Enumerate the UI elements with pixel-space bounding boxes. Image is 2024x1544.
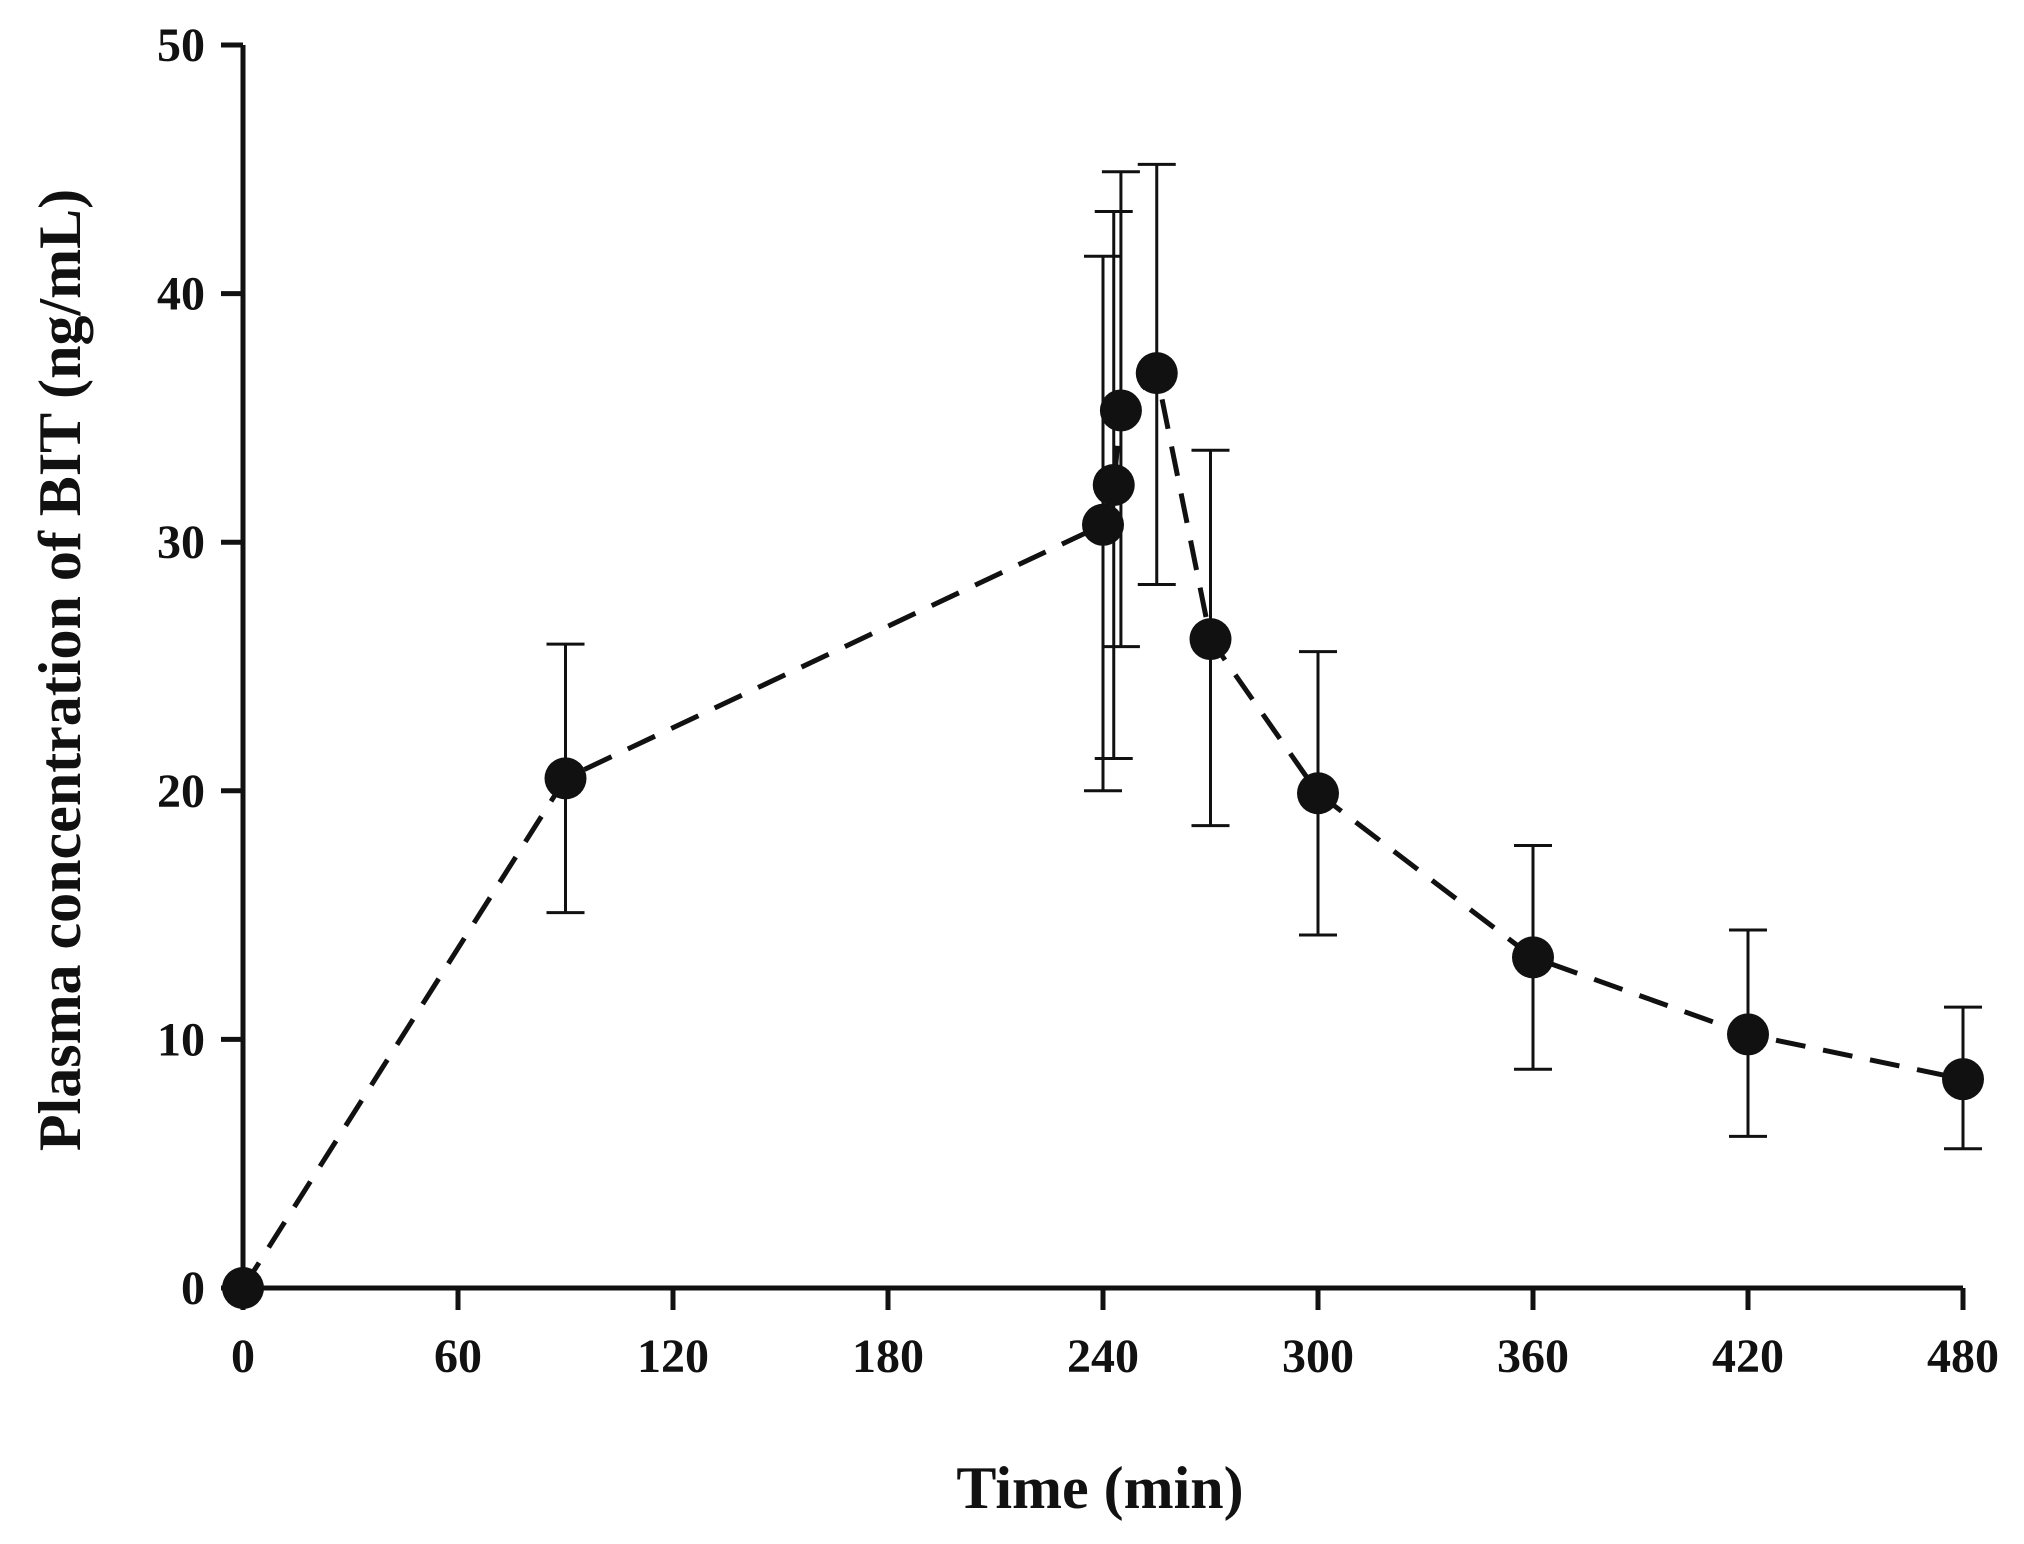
y-tick-label: 0 <box>181 1262 205 1315</box>
x-tick-label: 180 <box>852 1330 924 1383</box>
data-point <box>1092 464 1135 507</box>
ticks <box>221 42 1966 1310</box>
y-tick-label: 40 <box>157 268 205 321</box>
data-point <box>1942 1058 1984 1101</box>
y-tick-label: 30 <box>157 516 205 569</box>
y-axis-title: Plasma concentration of BIT (ng/mL) <box>27 189 93 1151</box>
data-point <box>1727 1013 1769 1056</box>
x-axis-title: Time (min) <box>956 1455 1243 1521</box>
data-point <box>1297 772 1339 815</box>
y-tick-label: 10 <box>157 1013 205 1066</box>
y-tick-label: 50 <box>157 19 205 72</box>
data-point <box>1189 618 1232 661</box>
error-bars <box>546 162 1982 1151</box>
data-point <box>1135 352 1178 395</box>
x-tick-label: 240 <box>1067 1330 1139 1383</box>
x-tick-label: 300 <box>1282 1330 1354 1383</box>
x-tick-label: 420 <box>1712 1330 1784 1383</box>
data-point <box>1512 936 1554 979</box>
data-point <box>1082 503 1124 546</box>
tick-labels: 0 10 20 30 40 50 0 60 120 180 240 300 360 420 480 <box>157 19 1999 1383</box>
data-points <box>222 352 1984 1309</box>
x-tick-label: 360 <box>1497 1330 1569 1383</box>
x-tick-label: 480 <box>1927 1330 1999 1383</box>
x-tick-label: 120 <box>637 1330 709 1383</box>
data-point <box>222 1267 264 1309</box>
y-tick-label: 20 <box>157 765 205 818</box>
data-point <box>1099 389 1142 432</box>
x-tick-label: 0 <box>231 1330 255 1383</box>
x-tick-label: 60 <box>434 1330 482 1383</box>
data-point <box>544 757 587 800</box>
